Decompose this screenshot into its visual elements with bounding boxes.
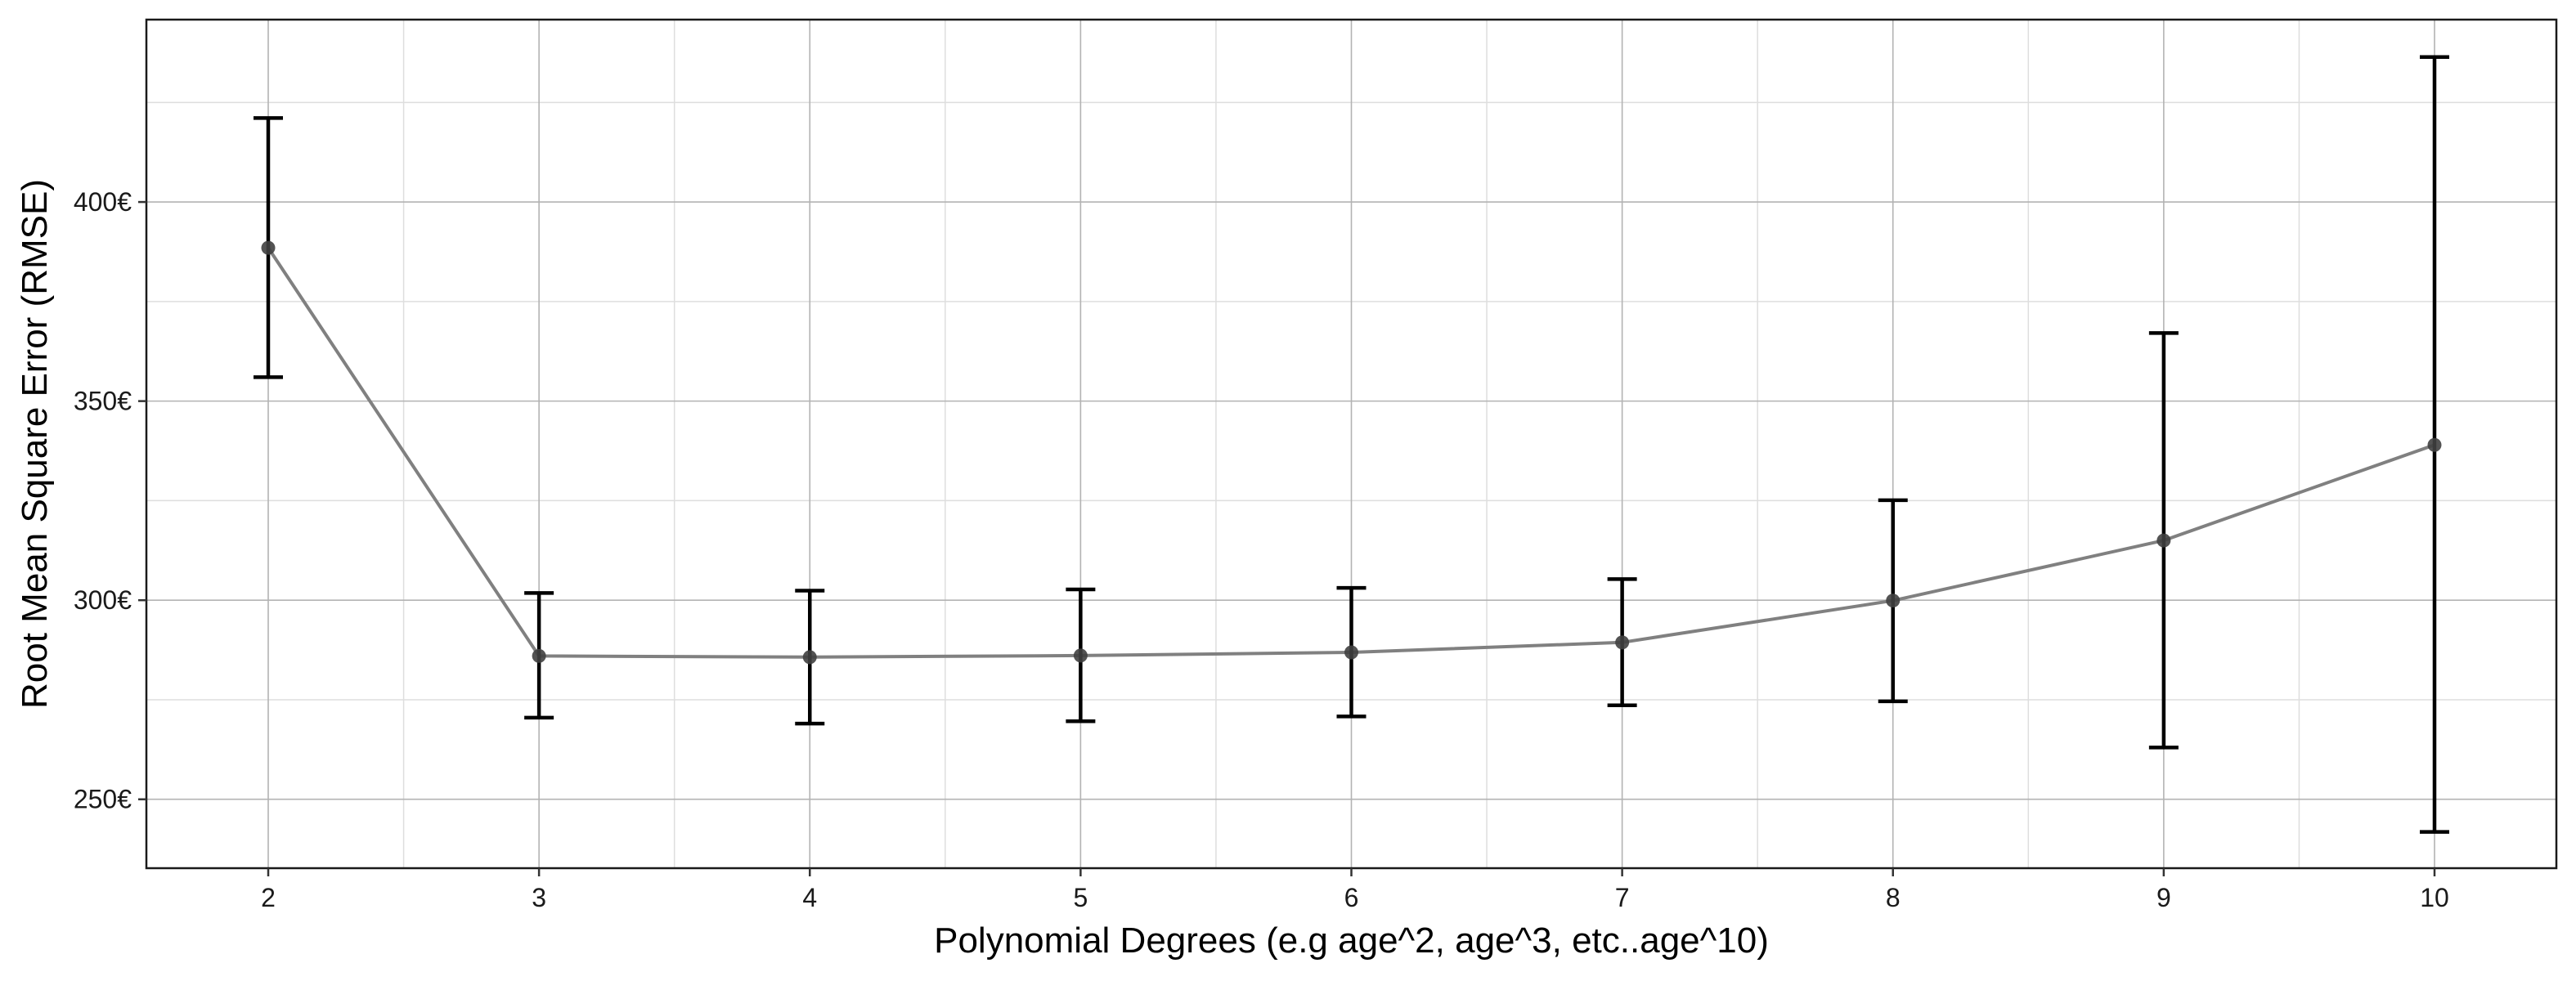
data-point: [261, 240, 276, 255]
y-tick-label: 400€: [74, 187, 132, 217]
data-point: [2427, 437, 2442, 452]
data-point: [1615, 635, 1630, 650]
x-tick-label: 9: [2156, 883, 2171, 912]
x-tick-label: 3: [532, 883, 546, 912]
x-tick-label: 5: [1073, 883, 1088, 912]
y-axis-title: Root Mean Square Error (RMSE): [15, 179, 55, 709]
data-point: [532, 648, 546, 663]
x-tick-label: 8: [1886, 883, 1901, 912]
data-point: [802, 650, 817, 665]
x-axis-ticks: 2 3 4 5 6 7 8 9 10: [261, 868, 2449, 912]
y-tick-label: 300€: [74, 585, 132, 615]
data-point: [1073, 648, 1088, 663]
data-point: [2156, 533, 2171, 548]
x-axis-title: Polynomial Degrees (e.g age^2, age^3, et…: [934, 921, 1769, 961]
y-tick-label: 250€: [74, 785, 132, 814]
x-tick-label: 7: [1615, 883, 1630, 912]
x-tick-label: 6: [1344, 883, 1359, 912]
x-tick-label: 2: [261, 883, 276, 912]
data-points: [261, 240, 2442, 665]
grid: [146, 20, 2556, 868]
y-tick-label: 350€: [74, 387, 132, 416]
data-point: [1344, 645, 1358, 660]
x-tick-label: 10: [2420, 883, 2449, 912]
data-point: [1886, 594, 1901, 608]
x-tick-label: 4: [802, 883, 817, 912]
y-axis-ticks: 250€ 300€ 350€ 400€: [74, 187, 146, 814]
